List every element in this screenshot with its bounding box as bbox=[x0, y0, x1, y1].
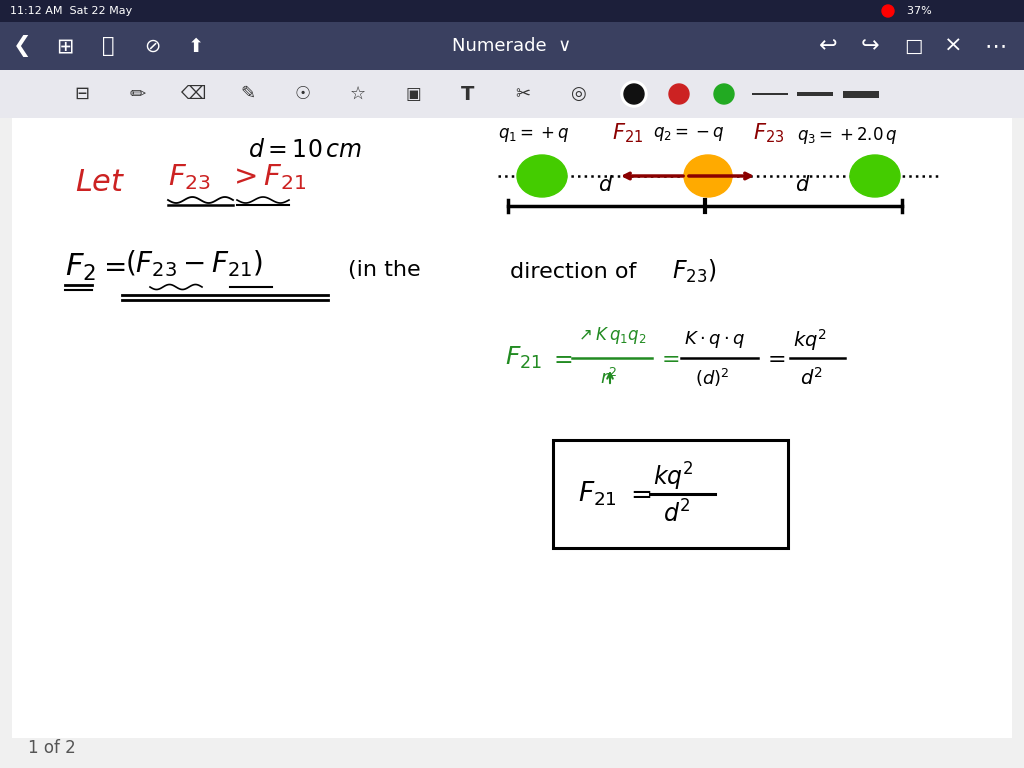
Text: $r^2$: $r^2$ bbox=[600, 368, 617, 388]
Text: ×: × bbox=[944, 36, 963, 56]
Text: ↪: ↪ bbox=[861, 36, 880, 56]
Text: $=$: $=$ bbox=[763, 348, 785, 368]
Text: $kq^2$: $kq^2$ bbox=[653, 461, 693, 493]
Text: ◎: ◎ bbox=[570, 85, 586, 103]
Text: $F_{23}$): $F_{23}$) bbox=[672, 258, 717, 285]
Text: ⊘: ⊘ bbox=[143, 37, 160, 55]
Text: $(d)^2$: $(d)^2$ bbox=[695, 367, 729, 389]
Text: ☉: ☉ bbox=[295, 85, 311, 103]
Bar bbox=[0, 22, 1024, 70]
Text: $\nearrow K\,q_1 q_2$: $\nearrow K\,q_1 q_2$ bbox=[575, 326, 646, 346]
Text: $\mathit{Let}$: $\mathit{Let}$ bbox=[75, 168, 126, 197]
Text: (in the: (in the bbox=[348, 260, 421, 280]
Ellipse shape bbox=[517, 155, 567, 197]
Text: 11:12 AM  Sat 22 May: 11:12 AM Sat 22 May bbox=[10, 6, 132, 16]
Text: $F_{23}$: $F_{23}$ bbox=[168, 162, 211, 192]
Text: ⌫: ⌫ bbox=[180, 85, 206, 103]
Circle shape bbox=[624, 84, 644, 104]
Text: $K \cdot q \cdot q$: $K \cdot q \cdot q$ bbox=[684, 329, 745, 350]
Text: ✎: ✎ bbox=[241, 85, 256, 103]
Text: ✂: ✂ bbox=[515, 85, 530, 103]
Text: $\left(F_{23} - F_{21}\right)$: $\left(F_{23} - F_{21}\right)$ bbox=[125, 248, 263, 279]
Text: ⊟: ⊟ bbox=[75, 85, 89, 103]
Text: $q_1 = +q$: $q_1 = +q$ bbox=[498, 125, 569, 144]
Text: $F_{21}$: $F_{21}$ bbox=[505, 345, 542, 371]
Circle shape bbox=[621, 81, 647, 107]
Circle shape bbox=[714, 84, 734, 104]
Bar bbox=[553, 440, 788, 548]
Text: $=$: $=$ bbox=[98, 252, 126, 280]
Text: $=$: $=$ bbox=[657, 348, 680, 368]
Text: $kq^2$: $kq^2$ bbox=[793, 327, 826, 353]
Text: $d$: $d$ bbox=[796, 175, 811, 195]
Text: ☆: ☆ bbox=[350, 85, 366, 103]
Text: ❮: ❮ bbox=[12, 35, 32, 57]
Text: $d^2$: $d^2$ bbox=[663, 501, 691, 528]
Text: $F_{23}$: $F_{23}$ bbox=[753, 121, 784, 144]
Text: 37%: 37% bbox=[900, 6, 932, 16]
Text: $F_{21}$: $F_{21}$ bbox=[578, 480, 616, 508]
Circle shape bbox=[669, 84, 689, 104]
Text: Numerade  ∨: Numerade ∨ bbox=[453, 37, 571, 55]
Bar bbox=[752, 93, 788, 95]
Bar bbox=[843, 91, 879, 98]
Ellipse shape bbox=[684, 155, 732, 197]
Text: ⌕: ⌕ bbox=[101, 36, 115, 56]
Text: $d = 10\,cm$: $d = 10\,cm$ bbox=[248, 138, 362, 162]
Text: ▣: ▣ bbox=[406, 85, 421, 103]
Text: $=$: $=$ bbox=[549, 346, 572, 370]
Text: $q_3 = +2.0\,q$: $q_3 = +2.0\,q$ bbox=[797, 125, 897, 146]
Text: ⬆: ⬆ bbox=[187, 37, 204, 55]
Text: $q_2 = -q$: $q_2 = -q$ bbox=[653, 125, 724, 143]
Text: $d^2$: $d^2$ bbox=[800, 367, 823, 389]
Text: ⊞: ⊞ bbox=[56, 36, 74, 56]
Text: $> F_{21}$: $> F_{21}$ bbox=[228, 162, 306, 192]
Text: $F_2$: $F_2$ bbox=[65, 252, 96, 283]
Text: 1 of 2: 1 of 2 bbox=[28, 739, 76, 757]
Text: $F_{21}$: $F_{21}$ bbox=[612, 121, 643, 144]
Text: $=$: $=$ bbox=[625, 481, 651, 507]
Bar bbox=[12, 118, 1012, 738]
Circle shape bbox=[882, 5, 894, 17]
Ellipse shape bbox=[850, 155, 900, 197]
Text: direction of: direction of bbox=[510, 262, 636, 282]
Text: ✏: ✏ bbox=[130, 84, 146, 104]
Bar bbox=[0, 0, 1024, 22]
Text: □: □ bbox=[904, 37, 923, 55]
Text: ⋯: ⋯ bbox=[985, 36, 1008, 56]
Text: ↩: ↩ bbox=[818, 36, 838, 56]
Text: T: T bbox=[462, 84, 475, 104]
Bar bbox=[797, 92, 833, 96]
Text: $d$: $d$ bbox=[598, 175, 613, 195]
Bar bbox=[0, 70, 1024, 118]
